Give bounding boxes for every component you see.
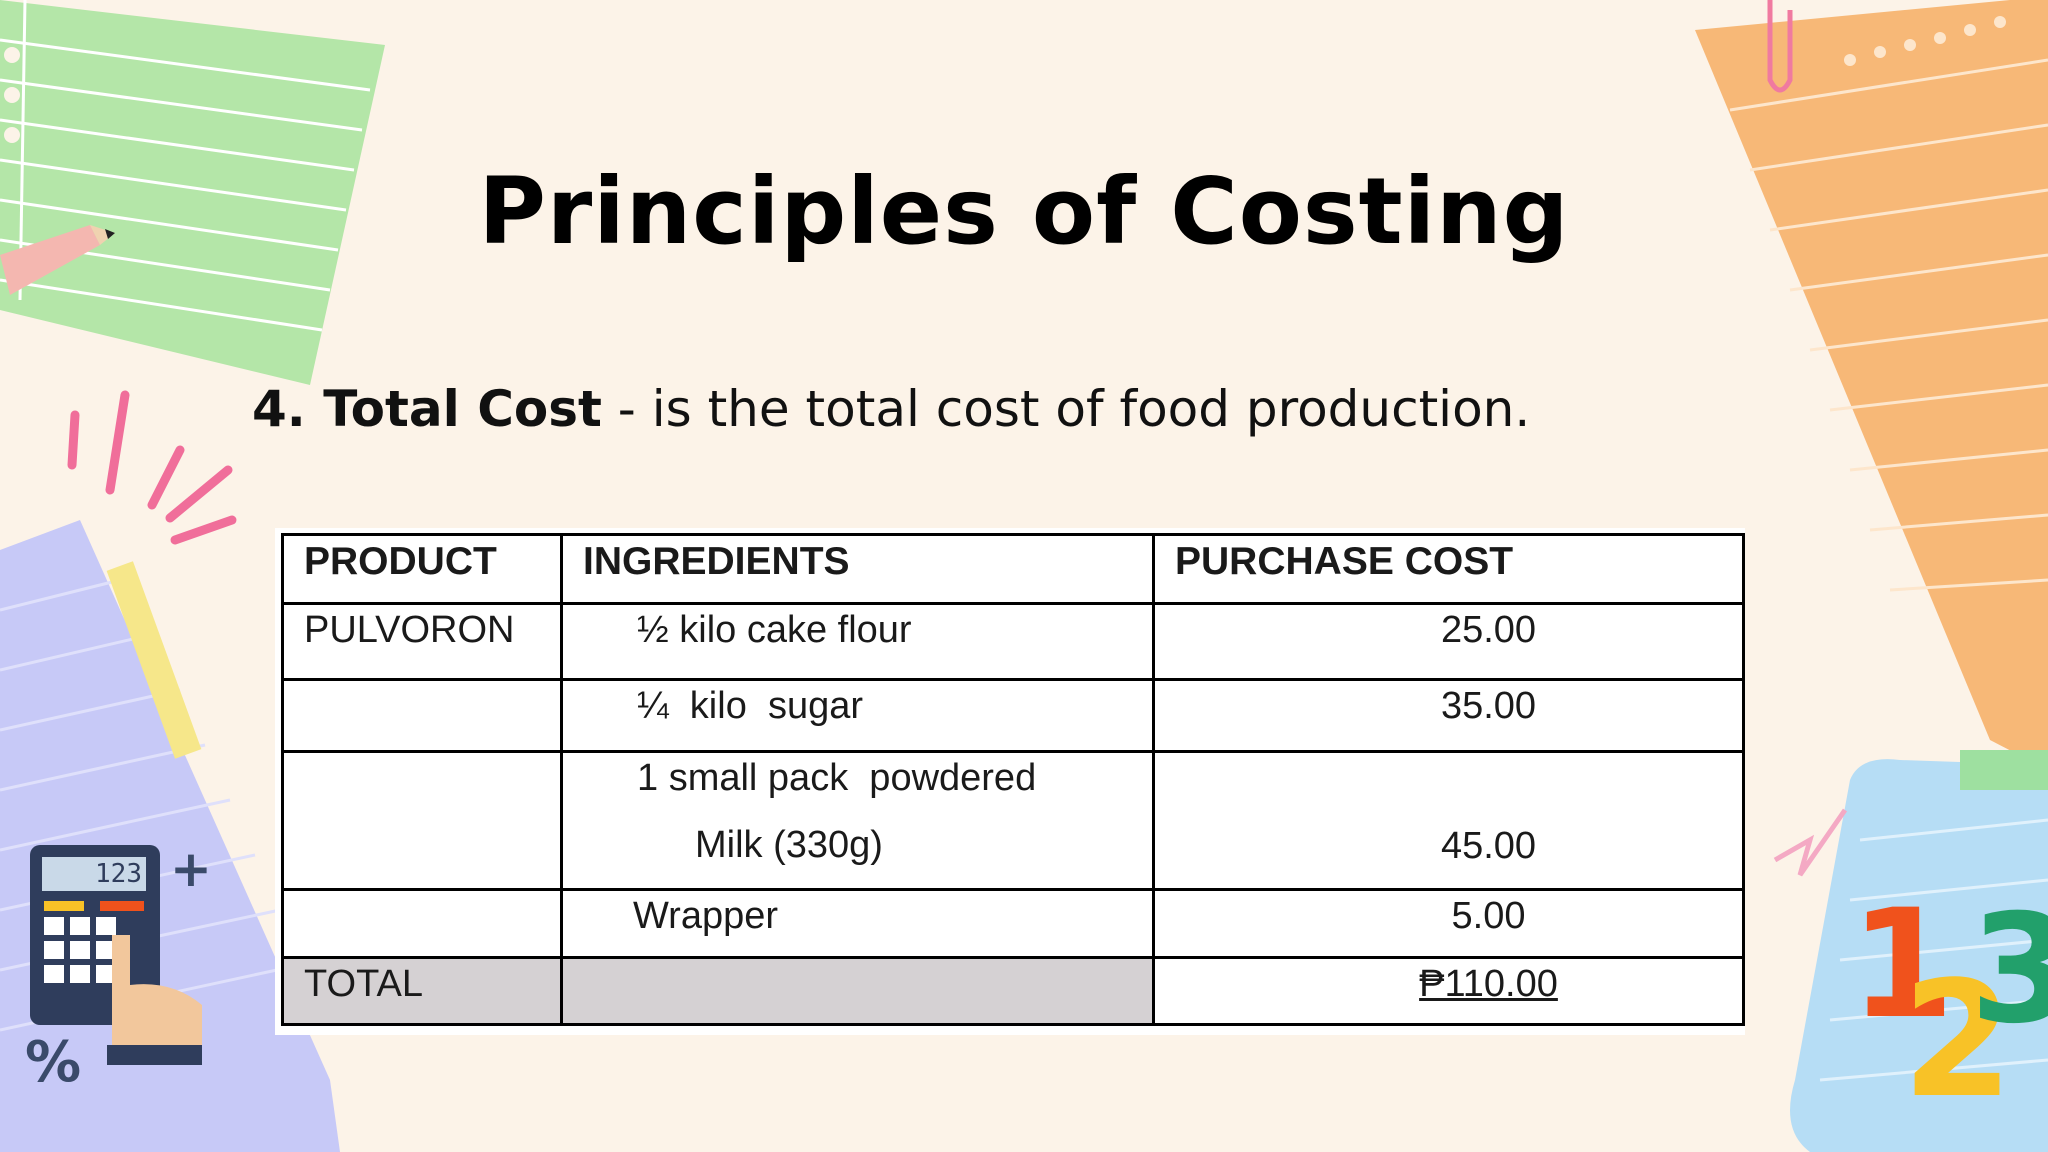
orange-notepaper-decoration <box>1695 0 2048 770</box>
cost-cell: 45.00 <box>1152 750 1745 891</box>
table-total-row: TOTAL ₱110.00 <box>281 956 1745 1026</box>
costing-table: PRODUCT INGREDIENTS PURCHASE COST PULVOR… <box>281 533 1745 1026</box>
definition-description: - is the total cost of food production. <box>601 380 1531 438</box>
ingredient-cell: ½ kilo cake flour <box>560 602 1155 681</box>
product-cell <box>281 750 563 891</box>
ingredient-line-continued: Milk (330g) <box>695 824 883 866</box>
calculator-icon: 123 <box>30 845 202 1065</box>
ingredient-cell: Wrapper <box>560 888 1155 959</box>
cost-cell: 25.00 <box>1152 602 1745 681</box>
total-cost-value: ₱110.00 <box>1419 963 1558 1005</box>
ingredient-line: 1 small pack powdered <box>637 757 1037 799</box>
cost-cell: 5.00 <box>1152 888 1745 959</box>
definition-term: 4. Total Cost <box>252 380 602 438</box>
table-row: Wrapper 5.00 <box>281 888 1745 959</box>
cost-cell: 35.00 <box>1152 678 1745 753</box>
plus-icon: + <box>170 840 212 898</box>
total-label: TOTAL <box>281 956 563 1026</box>
costing-table-container: PRODUCT INGREDIENTS PURCHASE COST PULVOR… <box>275 528 1745 1035</box>
number-one: 1 <box>1850 878 1955 1052</box>
page-title: Principles of Costing <box>478 158 1570 265</box>
number-two: 2 <box>1902 946 2014 1133</box>
product-cell <box>281 888 563 959</box>
green-notepaper-decoration <box>0 0 385 385</box>
header-ingredients: INGREDIENTS <box>560 533 1155 605</box>
number-three: 3 <box>1970 883 2048 1057</box>
calculator-display: 123 <box>42 857 146 891</box>
header-purchase-cost: PURCHASE COST <box>1152 533 1745 605</box>
ingredient-cell: 1 small pack powdered Milk (330g) <box>560 750 1155 891</box>
header-product: PRODUCT <box>281 533 563 605</box>
table-row: PULVORON ½ kilo cake flour 25.00 <box>281 602 1745 681</box>
table-header-row: PRODUCT INGREDIENTS PURCHASE COST <box>281 533 1745 605</box>
total-empty-cell <box>560 956 1155 1026</box>
product-cell <box>281 678 563 753</box>
cost-value: 45.00 <box>1440 825 1537 867</box>
percent-icon: % <box>25 1030 82 1095</box>
total-cost: ₱110.00 <box>1152 956 1745 1026</box>
pink-spark-lines-decoration <box>67 390 237 545</box>
numbers-123-sticker: 1 2 3 <box>1850 890 2048 1120</box>
pencil-icon <box>0 225 115 295</box>
blue-notepaper-decoration <box>1773 750 2048 1152</box>
definition-text: 4. Total Cost - is the total cost of foo… <box>252 380 1530 438</box>
ingredient-cell: ¼ kilo sugar <box>560 678 1155 753</box>
table-row: ¼ kilo sugar 35.00 <box>281 678 1745 753</box>
product-cell: PULVORON <box>281 602 563 681</box>
table-row: 1 small pack powdered Milk (330g) 45.00 <box>281 750 1745 891</box>
